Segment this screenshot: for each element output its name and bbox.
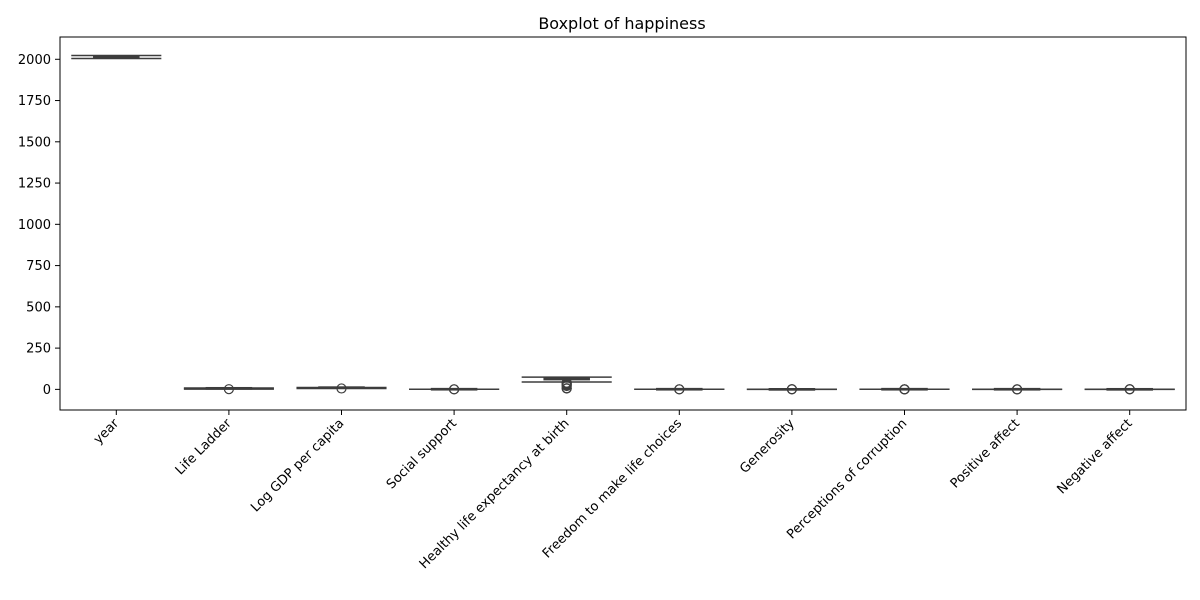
plot-frame xyxy=(59,36,1187,411)
box-life-ladder xyxy=(183,384,274,395)
outlier-point xyxy=(786,384,798,395)
box-social-support xyxy=(409,384,500,395)
x-tick-label: Freedom to make life choices xyxy=(540,416,685,561)
boxes-layer xyxy=(71,54,1175,395)
outlier-point xyxy=(561,383,572,394)
box-freedom-to-make-life-choices xyxy=(634,384,725,395)
y-tick-label: 500 xyxy=(26,300,51,315)
x-tick-label: Positive affect xyxy=(948,416,1023,491)
outlier-point xyxy=(336,383,347,394)
outlier-point xyxy=(1011,384,1023,395)
y-tick-label: 0 xyxy=(43,383,51,398)
y-tick-label: 2000 xyxy=(18,53,51,68)
box-positive-affect xyxy=(972,384,1063,395)
chart-title: Boxplot of happiness xyxy=(538,14,705,33)
outlier-point xyxy=(899,384,910,395)
x-tick-label: Social support xyxy=(384,416,460,492)
y-axis: 0 250 500 750 1000 1250 1500 1750 2000 xyxy=(18,53,60,398)
box-perceptions-of-corruption xyxy=(859,384,950,395)
x-tick-label: year xyxy=(91,416,123,448)
y-tick-label: 750 xyxy=(26,259,51,274)
y-tick-label: 1250 xyxy=(18,177,51,192)
box-negative-affect xyxy=(1084,384,1175,395)
box-healthy-life-expectancy-at-birth xyxy=(521,376,612,394)
outlier-point xyxy=(674,384,685,395)
outlier-point xyxy=(1124,384,1135,395)
y-tick-label: 1000 xyxy=(18,218,51,233)
x-tick-label: Life Ladder xyxy=(173,416,235,478)
box-log-gdp-per-capita xyxy=(296,383,387,394)
y-tick-label: 1750 xyxy=(18,94,51,109)
x-tick-label: Log GDP per capita xyxy=(248,416,347,515)
x-tick-label: Generosity xyxy=(737,416,798,477)
box-generosity xyxy=(746,384,837,395)
x-tick-label: Negative affect xyxy=(1054,416,1135,497)
y-tick-label: 250 xyxy=(26,342,51,357)
outlier-point xyxy=(449,384,460,395)
x-axis: year Life Ladder Log GDP per capita Social … xyxy=(91,410,1136,572)
x-tick-label: Perceptions of corruption xyxy=(784,416,910,542)
y-tick-label: 1500 xyxy=(18,135,51,150)
box-year xyxy=(71,54,162,60)
outlier-point xyxy=(223,384,234,395)
